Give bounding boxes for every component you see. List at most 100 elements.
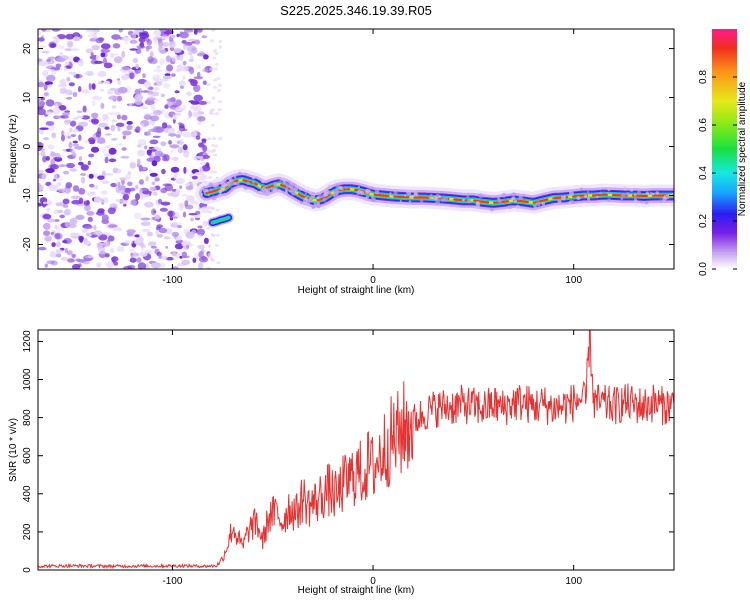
noise-blob <box>198 251 204 258</box>
noise-blob <box>64 247 68 254</box>
noise-blob <box>111 138 118 141</box>
noise-blob <box>62 198 70 205</box>
trace-speckle <box>294 192 297 195</box>
noise-blob <box>118 185 126 191</box>
noise-blob <box>149 51 154 58</box>
noise-blob <box>215 208 220 212</box>
trace-speckle <box>313 202 317 206</box>
noise-blob <box>56 209 64 214</box>
trace-speckle <box>322 197 327 202</box>
noise-blob <box>174 112 182 117</box>
noise-blob <box>38 202 43 207</box>
noise-blob <box>210 233 215 237</box>
noise-blob <box>129 103 133 108</box>
noise-blob <box>163 236 171 240</box>
trace-speckle <box>237 171 242 176</box>
trace-speckle <box>338 185 343 190</box>
noise-blob <box>203 237 209 244</box>
trace-speckle <box>291 188 294 191</box>
x-tick-label: 100 <box>565 275 582 286</box>
trace-speckle <box>288 181 292 185</box>
noise-blob <box>217 108 222 112</box>
noise-blob <box>116 143 124 146</box>
noise-blob <box>196 71 201 78</box>
noise-blob <box>198 142 204 148</box>
noise-blob <box>154 86 160 92</box>
noise-blob <box>155 229 160 236</box>
noise-blob <box>120 156 130 159</box>
noise-blob <box>43 222 51 230</box>
noise-blob <box>67 258 75 263</box>
noise-blob <box>108 235 115 242</box>
noise-blob <box>129 248 135 254</box>
noise-blob <box>70 134 77 138</box>
noise-blob <box>194 155 204 159</box>
trace-speckle <box>375 190 379 194</box>
trace-speckle <box>662 197 666 201</box>
noise-blob <box>41 50 50 54</box>
noise-blob <box>188 110 193 118</box>
noise-blob <box>104 173 114 176</box>
trace-speckle <box>312 205 315 209</box>
noise-blob <box>64 119 72 124</box>
noise-blob <box>195 64 202 70</box>
noise-blob <box>76 115 84 119</box>
noise-blob <box>193 76 204 80</box>
noise-blob <box>175 188 180 194</box>
noise-blob <box>68 82 75 87</box>
noise-blob <box>70 195 81 199</box>
trace-speckle <box>273 181 278 187</box>
noise-blob <box>102 57 107 65</box>
noise-blob <box>185 231 195 239</box>
trace-speckle <box>243 185 248 190</box>
noise-blob <box>63 66 67 72</box>
noise-blob <box>156 224 163 229</box>
spectrogram-y-axis-label: Frequency (Hz) <box>8 115 19 184</box>
noise-blob <box>92 95 102 101</box>
noise-blob <box>131 251 140 259</box>
noise-blob <box>39 127 49 130</box>
noise-blob <box>38 81 45 88</box>
trace-speckle <box>659 199 663 203</box>
noise-blob <box>46 260 55 265</box>
trace-speckle <box>219 191 222 194</box>
colorbar-gradient <box>712 29 737 269</box>
noise-blob <box>65 182 73 189</box>
y-tick-label: -10 <box>22 188 33 203</box>
noise-blob <box>177 122 183 125</box>
noise-blob <box>144 201 154 208</box>
trace-speckle <box>246 181 250 185</box>
noise-blob <box>101 197 109 204</box>
noise-blob <box>78 263 82 268</box>
noise-blob <box>188 38 197 42</box>
trace-speckle <box>408 200 412 203</box>
noise-blob <box>161 122 168 129</box>
noise-blob <box>82 261 90 265</box>
trace-speckle <box>625 192 630 196</box>
trace-speckle <box>251 175 256 180</box>
noise-blob <box>196 29 203 33</box>
noise-blob <box>182 75 186 80</box>
noise-blob <box>156 65 161 69</box>
noise-blob <box>149 172 158 177</box>
noise-blob <box>151 181 156 186</box>
noise-blob <box>144 131 151 136</box>
noise-blob <box>182 211 187 218</box>
trace-speckle <box>262 187 267 191</box>
trace-speckle <box>583 194 588 198</box>
trace-speckle <box>511 196 516 201</box>
noise-blob <box>153 38 157 45</box>
noise-blob <box>48 84 53 89</box>
noise-blob <box>64 222 71 228</box>
noise-blob <box>189 67 195 75</box>
noise-blob <box>78 188 86 195</box>
noise-blob <box>172 114 176 120</box>
noise-blob <box>190 130 198 138</box>
trace-speckle <box>599 191 603 195</box>
noise-blob <box>139 179 144 185</box>
noise-blob <box>152 126 162 133</box>
noise-blob <box>56 178 64 182</box>
noise-blob <box>51 151 56 157</box>
